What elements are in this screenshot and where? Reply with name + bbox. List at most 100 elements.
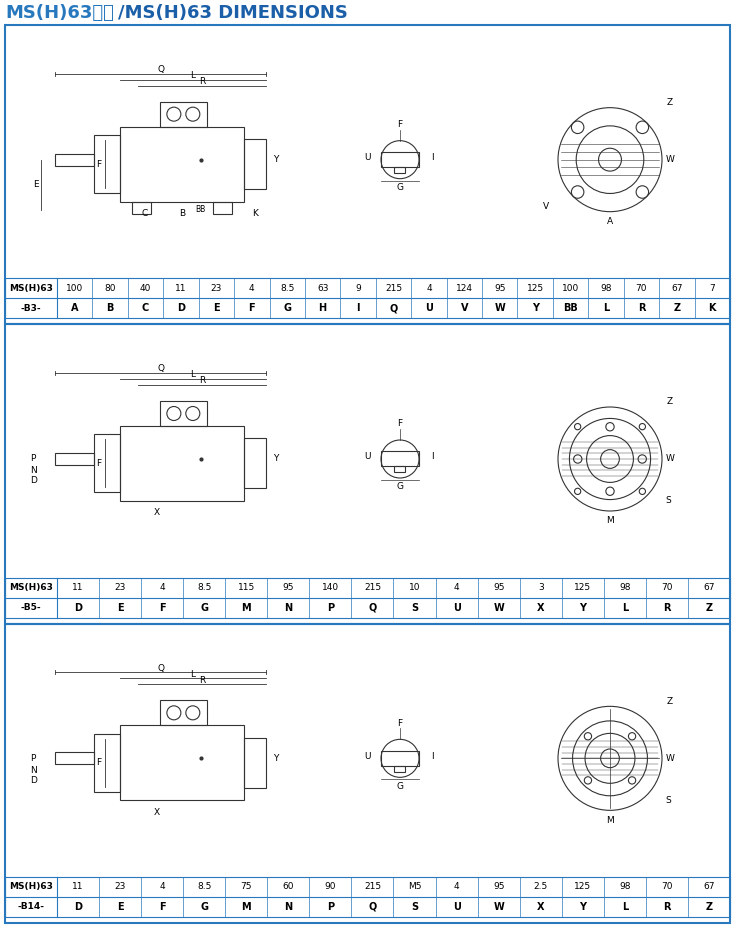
Text: G: G <box>200 902 208 912</box>
Text: G: G <box>200 603 208 613</box>
Text: L: L <box>603 304 609 313</box>
Text: D: D <box>30 776 37 785</box>
Text: 95: 95 <box>282 583 294 592</box>
Text: N: N <box>284 603 293 613</box>
Text: Q: Q <box>390 304 398 313</box>
Text: D: D <box>74 902 82 912</box>
Text: 23: 23 <box>115 883 126 891</box>
Text: C: C <box>142 304 149 313</box>
Bar <box>381 152 419 167</box>
Bar <box>94 435 120 492</box>
Text: 70: 70 <box>636 284 648 293</box>
Text: U: U <box>365 153 371 162</box>
Text: R: R <box>199 376 205 386</box>
Text: F: F <box>96 459 101 468</box>
Bar <box>120 126 245 202</box>
Text: M: M <box>606 816 614 825</box>
Text: N: N <box>30 766 37 775</box>
Text: 8.5: 8.5 <box>197 883 212 891</box>
Text: 70: 70 <box>662 883 673 891</box>
Bar <box>245 140 266 190</box>
Text: 125: 125 <box>574 583 592 592</box>
Text: B: B <box>107 304 114 313</box>
Bar <box>5 278 730 319</box>
Text: 90: 90 <box>325 883 336 891</box>
Text: 40: 40 <box>140 284 151 293</box>
Text: 95: 95 <box>493 583 504 592</box>
Text: U: U <box>453 902 461 912</box>
Text: R: R <box>663 902 670 912</box>
Text: L: L <box>190 670 196 679</box>
Text: G: G <box>283 304 291 313</box>
Text: X: X <box>154 508 160 518</box>
Text: 215: 215 <box>364 583 381 592</box>
Text: MS(H)63: MS(H)63 <box>9 883 53 891</box>
Bar <box>5 877 730 917</box>
Text: I: I <box>431 153 434 162</box>
Text: 60: 60 <box>282 883 294 891</box>
Bar <box>245 438 266 488</box>
Text: -B3-: -B3- <box>21 304 41 313</box>
Bar <box>132 202 151 214</box>
Text: MS(H)63尺寸: MS(H)63尺寸 <box>5 4 114 22</box>
Bar <box>395 167 406 174</box>
Text: W: W <box>666 753 675 763</box>
Bar <box>213 202 232 214</box>
Text: F: F <box>96 758 101 768</box>
Text: 8.5: 8.5 <box>280 284 295 293</box>
Text: 3: 3 <box>538 583 544 592</box>
Text: Q: Q <box>368 603 376 613</box>
Text: 4: 4 <box>159 583 165 592</box>
Text: Z: Z <box>667 697 673 705</box>
Text: F: F <box>398 120 403 129</box>
Text: G: G <box>396 782 404 791</box>
Text: 11: 11 <box>175 284 187 293</box>
Text: 11: 11 <box>72 883 84 891</box>
Text: M: M <box>242 902 251 912</box>
Text: X: X <box>537 902 545 912</box>
Text: C: C <box>142 209 148 218</box>
Bar <box>94 135 120 193</box>
Bar <box>120 725 245 801</box>
Text: 95: 95 <box>493 883 504 891</box>
Text: L: L <box>622 603 628 613</box>
Text: P: P <box>327 902 334 912</box>
Bar <box>120 426 245 501</box>
Text: F: F <box>248 304 255 313</box>
Text: I: I <box>431 453 434 461</box>
Text: 98: 98 <box>619 883 631 891</box>
Text: R: R <box>199 676 205 685</box>
Text: I: I <box>356 304 360 313</box>
Text: BB: BB <box>196 206 206 214</box>
Text: P: P <box>31 455 36 464</box>
Text: E: E <box>33 180 39 190</box>
Text: X: X <box>154 808 160 817</box>
Text: F: F <box>398 420 403 428</box>
Text: R: R <box>199 77 205 86</box>
Text: U: U <box>425 304 433 313</box>
Text: 4: 4 <box>159 883 165 891</box>
Text: F: F <box>96 159 101 169</box>
Text: Z: Z <box>706 902 712 912</box>
Text: 100: 100 <box>562 284 579 293</box>
Text: Z: Z <box>667 98 673 108</box>
Text: Y: Y <box>579 902 587 912</box>
Text: 140: 140 <box>322 583 339 592</box>
Bar <box>55 453 94 465</box>
Text: 67: 67 <box>703 583 714 592</box>
Text: 63: 63 <box>317 284 329 293</box>
Text: P: P <box>327 603 334 613</box>
Text: B: B <box>179 209 185 218</box>
Text: Y: Y <box>273 156 279 164</box>
Text: F: F <box>398 719 403 728</box>
Text: R: R <box>663 603 670 613</box>
Text: Y: Y <box>579 603 587 613</box>
Text: S: S <box>665 497 671 505</box>
Text: 125: 125 <box>526 284 544 293</box>
Text: 215: 215 <box>385 284 402 293</box>
Text: E: E <box>117 603 123 613</box>
Text: L: L <box>190 71 196 80</box>
Text: 2.5: 2.5 <box>534 883 548 891</box>
Text: S: S <box>665 796 671 804</box>
Text: W: W <box>495 304 505 313</box>
